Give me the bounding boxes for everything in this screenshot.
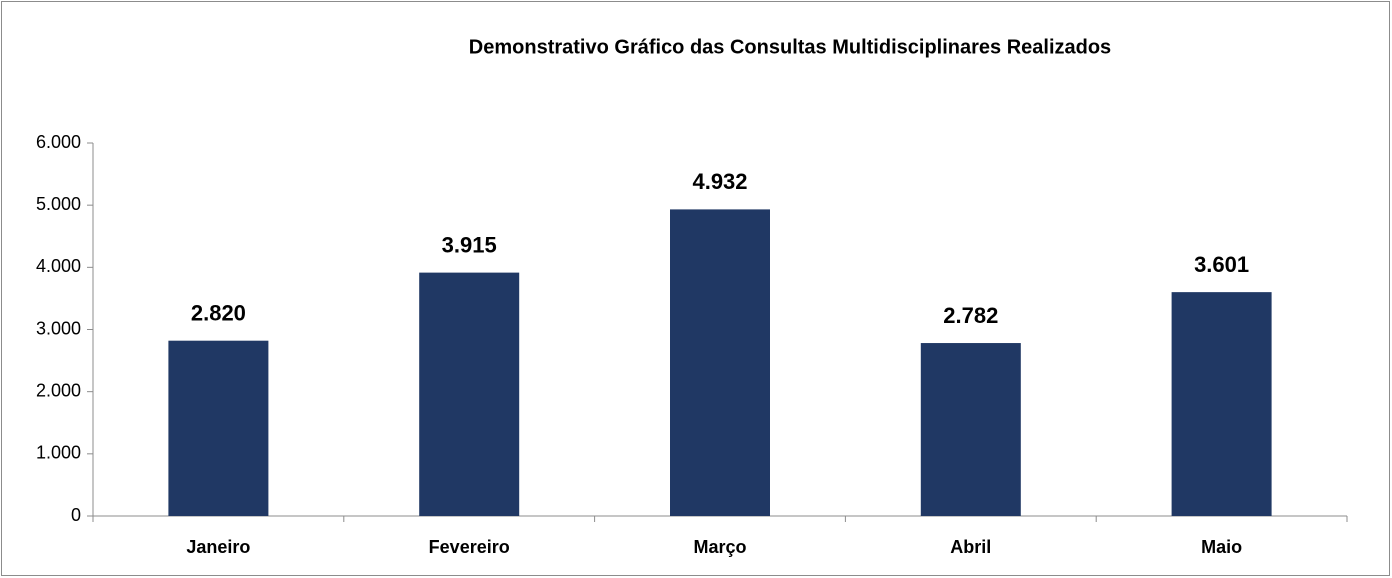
y-tick-label: 6.000 xyxy=(36,132,81,152)
value-label: 4.932 xyxy=(692,169,747,194)
y-tick-label: 2.000 xyxy=(36,380,81,400)
value-label: 3.915 xyxy=(442,232,497,257)
bar xyxy=(1171,292,1272,516)
x-tick-label: Fevereiro xyxy=(429,537,510,557)
y-tick-label: 5.000 xyxy=(36,194,81,214)
y-tick-label: 0 xyxy=(71,505,81,525)
value-label: 2.782 xyxy=(943,303,998,328)
y-tick-label: 1.000 xyxy=(36,443,81,463)
y-tick-label: 3.000 xyxy=(36,318,81,338)
chart-title: Demonstrativo Gráfico das Consultas Mult… xyxy=(469,36,1111,58)
value-label: 3.601 xyxy=(1194,252,1249,277)
y-tick-label: 4.000 xyxy=(36,256,81,276)
bar xyxy=(920,343,1021,516)
value-label: 2.820 xyxy=(191,301,246,326)
x-tick-label: Janeiro xyxy=(186,537,250,557)
bar xyxy=(670,209,770,517)
x-tick-label: Maio xyxy=(1201,537,1242,557)
bar xyxy=(419,272,520,516)
x-tick-label: Abril xyxy=(950,537,991,557)
x-tick-label: Março xyxy=(693,537,746,557)
bar xyxy=(168,340,269,516)
